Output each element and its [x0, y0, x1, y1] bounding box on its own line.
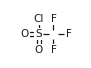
Text: F: F [51, 14, 56, 24]
Text: Cl: Cl [34, 14, 44, 24]
Text: F: F [66, 29, 72, 39]
Text: F: F [51, 45, 56, 55]
Text: S: S [35, 29, 42, 39]
Text: O: O [21, 29, 29, 39]
Text: O: O [35, 45, 43, 55]
